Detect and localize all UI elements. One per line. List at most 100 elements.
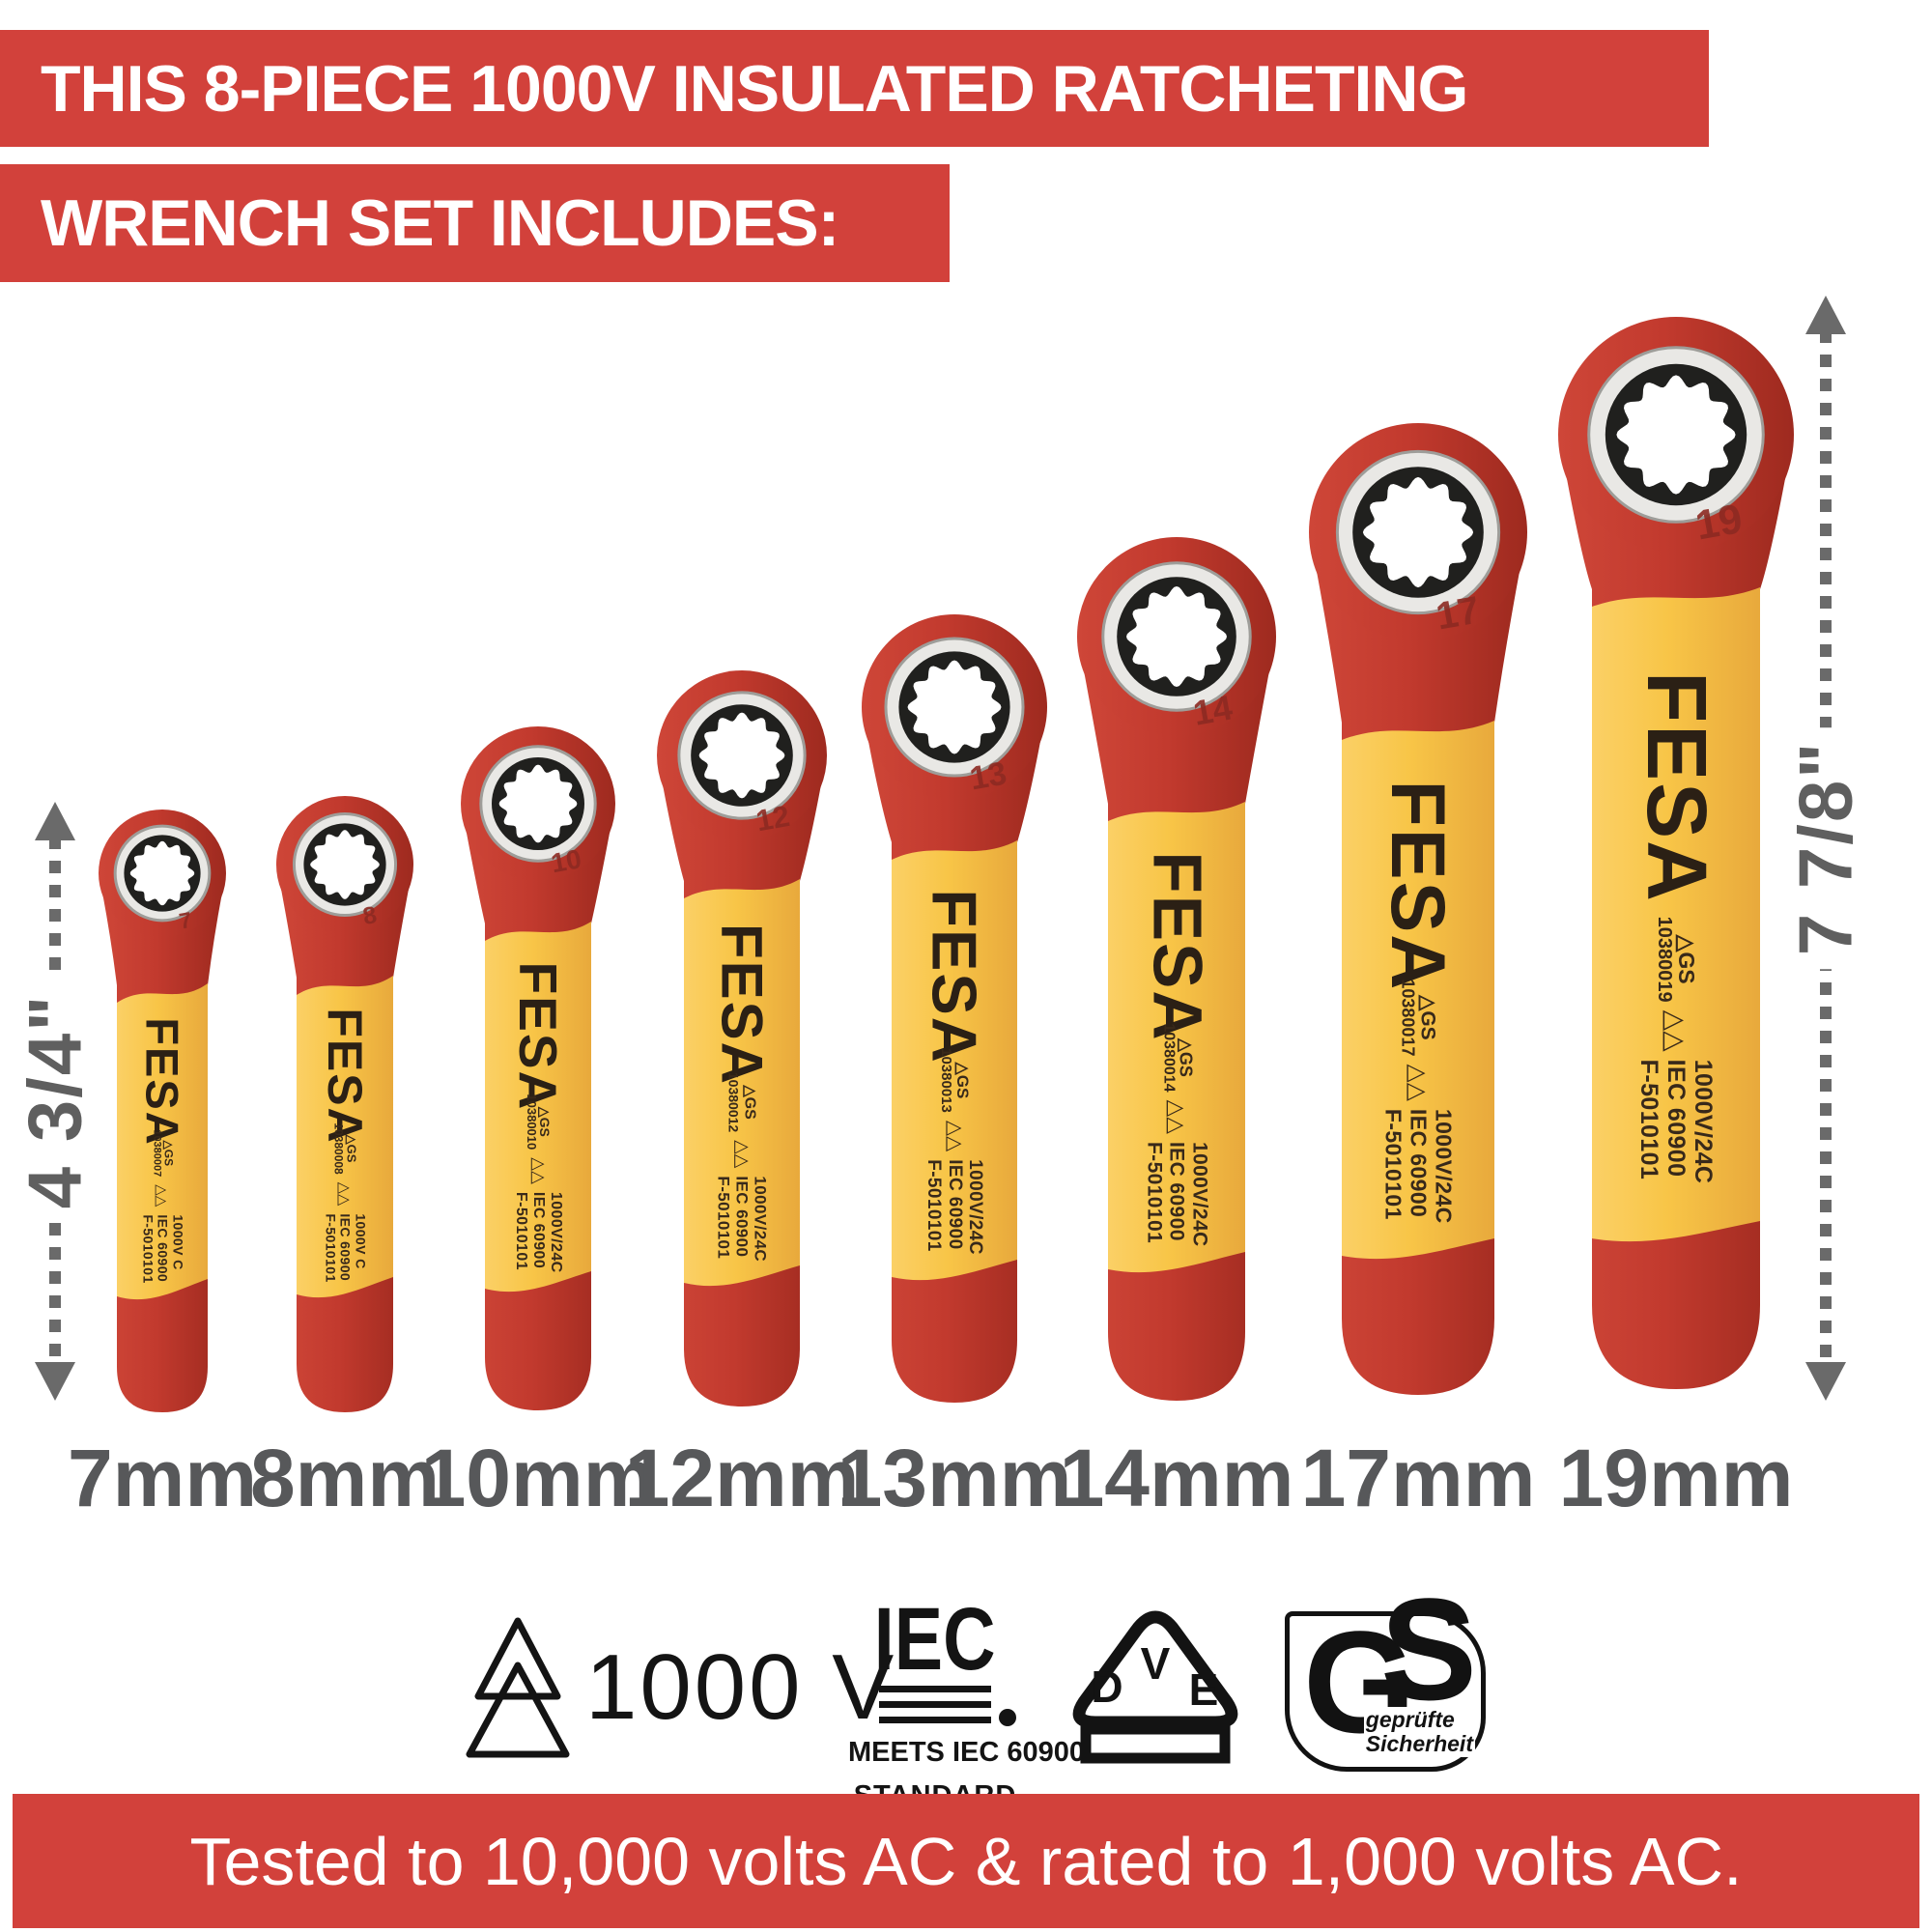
wrench-size-label: 19mm bbox=[1558, 1433, 1794, 1523]
top-banner-line1-text: THIS 8-PIECE 1000V INSULATED RATCHETING bbox=[41, 51, 1468, 126]
voltage-rating-label: 1000 V bbox=[585, 1635, 897, 1739]
wrench-size-label: 7mm bbox=[67, 1433, 258, 1523]
bottom-banner: Tested to 10,000 volts AC & rated to 1,0… bbox=[13, 1794, 1919, 1928]
rating-text-lines: 1000V/24C IEC 60900 F-5010101 bbox=[1143, 1141, 1211, 1247]
vde-logo-icon: D V E bbox=[1059, 1594, 1262, 1773]
wrench-7mm: 7 bbox=[99, 810, 226, 1412]
wrench-19mm: 19 bbox=[1558, 317, 1794, 1390]
head-size-number: 17 bbox=[1433, 589, 1482, 639]
serial-number: 10380019 bbox=[1654, 917, 1676, 1004]
rating-text-lines: 1000V/24C IEC 60900 F-5010101 bbox=[513, 1191, 564, 1273]
brand-logo: FESA bbox=[1138, 851, 1215, 1042]
brand-logo: FESA bbox=[1630, 671, 1723, 904]
brand-logo: FESA bbox=[136, 1017, 188, 1147]
box-end-opening bbox=[1362, 476, 1474, 588]
dimension-value-label: 4 3/4" bbox=[5, 980, 105, 1223]
iec-caption-line1: MEETS IEC 60900 bbox=[848, 1736, 1085, 1768]
double-triangle-mini-icon: △△ bbox=[1164, 1099, 1190, 1134]
arrowhead-down-icon bbox=[1805, 1362, 1846, 1401]
wrench-14mm: 14 bbox=[1077, 537, 1276, 1401]
wrench-13mm: 13 bbox=[862, 614, 1047, 1403]
vde-gs-mini-marks: △GS bbox=[161, 1140, 176, 1167]
box-end-opening bbox=[1616, 375, 1736, 495]
serial-number: 10380012 bbox=[725, 1071, 742, 1132]
wrench-12mm: 12 bbox=[657, 670, 827, 1406]
head-size-number: 7 bbox=[177, 907, 193, 934]
gs-caption-line2: Sicherheit bbox=[1365, 1731, 1473, 1757]
brand-logo: FESA bbox=[709, 923, 775, 1087]
wrench-grip-yellow bbox=[1342, 721, 1494, 1260]
double-triangle-mini-icon: △△ bbox=[1661, 1010, 1691, 1053]
double-triangle-mini-icon: △△ bbox=[528, 1156, 549, 1184]
rating-text-lines: 1000V/24C IEC 60900 F-5010101 bbox=[923, 1159, 985, 1255]
box-end-opening bbox=[698, 712, 785, 799]
wrench-17mm: 17 bbox=[1309, 423, 1527, 1395]
handle-certification-markings: △GS 10380007 △△ 1000V C IEC 60900 F-5010101 bbox=[139, 1129, 185, 1283]
brand-logo: FESA bbox=[1376, 780, 1462, 992]
arrowhead-down-icon bbox=[35, 1362, 75, 1401]
svg-text:V: V bbox=[1141, 1638, 1171, 1689]
double-triangle-mini-icon: △△ bbox=[1405, 1064, 1432, 1102]
rating-text-lines: 1000V C IEC 60900 F-5010101 bbox=[140, 1214, 186, 1284]
box-end-opening bbox=[907, 660, 1002, 754]
rating-text-lines: 1000V/24C IEC 60900 F-5010101 bbox=[714, 1176, 770, 1262]
wrench-size-label: 10mm bbox=[420, 1433, 656, 1523]
arrowhead-up-icon bbox=[35, 802, 75, 840]
box-end-opening bbox=[1126, 586, 1227, 687]
double-triangle-mini-icon: △△ bbox=[154, 1184, 171, 1208]
double-triangle-1000v-icon bbox=[454, 1604, 580, 1773]
double-triangle-mini-icon: △△ bbox=[943, 1120, 966, 1151]
iec-logo-block: IEC MEETS IEC 60900 STANDARD bbox=[848, 1590, 1085, 1812]
arrowhead-up-icon bbox=[1805, 296, 1846, 334]
double-triangle-mini-icon: △△ bbox=[731, 1139, 753, 1169]
serial-number: 10380013 bbox=[937, 1047, 954, 1113]
handle-certification-markings: △GS 10380019 △△ 1000V/24C IEC 60900 F-5010101 bbox=[1635, 917, 1717, 1184]
brand-logo: FESA bbox=[919, 888, 990, 1065]
wrench-grip-yellow bbox=[892, 840, 1017, 1281]
wrench-grip-yellow bbox=[684, 879, 800, 1287]
wrench-size-label: 17mm bbox=[1300, 1433, 1536, 1523]
gs-caption-line1: geprüfte bbox=[1365, 1707, 1455, 1733]
serial-number: 10380008 bbox=[331, 1122, 346, 1175]
handle-certification-markings: △GS 10380013 △△ 1000V/24C IEC 60900 F-5010101 bbox=[923, 1048, 985, 1255]
head-size-number: 8 bbox=[361, 901, 380, 930]
double-triangle-mini-icon: △△ bbox=[336, 1181, 354, 1207]
iec-writing-lines-icon bbox=[879, 1685, 1016, 1726]
wrench-size-label: 8mm bbox=[249, 1433, 440, 1523]
wrench-size-label: 12mm bbox=[624, 1433, 860, 1523]
wrench-grip-yellow bbox=[117, 983, 208, 1300]
brand-logo: FESA bbox=[508, 961, 568, 1112]
svg-text:E: E bbox=[1189, 1664, 1219, 1715]
wrench-grip-yellow bbox=[297, 976, 393, 1298]
rating-text-lines: 1000V/24C IEC 60900 F-5010101 bbox=[1381, 1109, 1457, 1224]
handle-certification-markings: △GS 10380012 △△ 1000V/24C IEC 60900 F-5010101 bbox=[714, 1072, 769, 1262]
wrench-grip-yellow bbox=[1108, 802, 1245, 1273]
box-end-opening bbox=[129, 840, 195, 906]
handle-certification-markings: △GS 10380010 △△ 1000V/24C IEC 60900 F-5010101 bbox=[512, 1094, 564, 1272]
wrench-10mm: 10 bbox=[461, 726, 615, 1410]
box-end-opening bbox=[498, 764, 578, 843]
gs-logo-icon: G S geprüfte Sicherheit bbox=[1285, 1568, 1486, 1772]
serial-number: 10380014 bbox=[1159, 1022, 1177, 1093]
handle-certification-markings: △GS 10380008 △△ 1000V C IEC 60900 F-5010101 bbox=[322, 1122, 369, 1283]
vde-gs-mini-marks: △GS bbox=[1416, 995, 1439, 1040]
rating-text-lines: 1000V C IEC 60900 F-5010101 bbox=[323, 1213, 369, 1283]
wrench-size-label: 14mm bbox=[1059, 1433, 1294, 1523]
handle-certification-markings: △GS 10380014 △△ 1000V/24C IEC 60900 F-5010101 bbox=[1143, 1022, 1211, 1247]
top-banner-line2: WRENCH SET INCLUDES: bbox=[0, 164, 950, 282]
vde-gs-mini-marks: △GS bbox=[741, 1085, 758, 1120]
serial-number: 10380007 bbox=[151, 1129, 163, 1178]
head-size-number: 13 bbox=[967, 755, 1009, 798]
head-size-number: 14 bbox=[1190, 687, 1236, 732]
serial-number: 10380017 bbox=[1398, 979, 1418, 1057]
wrench-8mm: 8 bbox=[276, 796, 413, 1412]
iec-logo-text: IEC bbox=[874, 1590, 996, 1689]
wrench-grip-yellow bbox=[485, 922, 591, 1293]
vde-gs-mini-marks: △GS bbox=[344, 1134, 359, 1163]
vde-gs-mini-marks: △GS bbox=[952, 1062, 972, 1099]
rating-text-lines: 1000V/24C IEC 60900 F-5010101 bbox=[1635, 1060, 1717, 1184]
vde-gs-mini-marks: △GS bbox=[1175, 1037, 1195, 1077]
wrench-size-label: 13mm bbox=[837, 1433, 1072, 1523]
